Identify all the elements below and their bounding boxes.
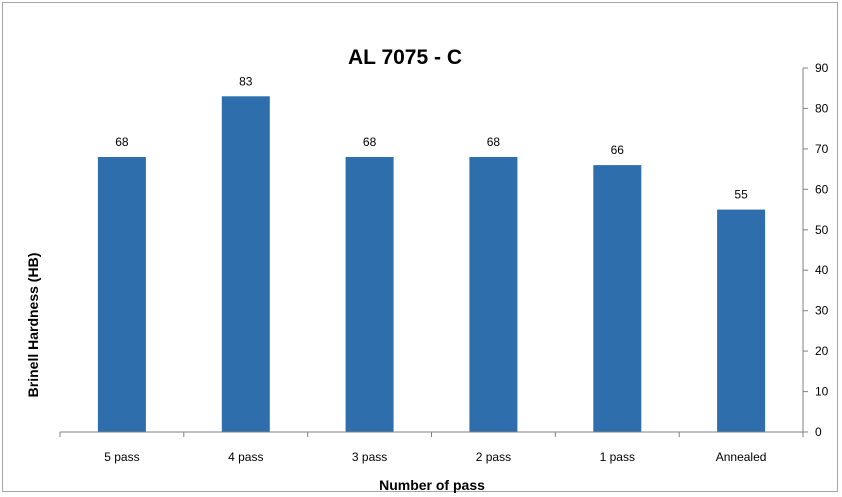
x-tick-label: 5 pass <box>104 450 139 464</box>
bar-4-pass <box>221 96 270 433</box>
x-axis-title: Number of pass <box>379 477 485 493</box>
bar-3-pass <box>345 157 394 432</box>
y-ticks-group: 0 10 20 30 40 50 60 70 80 90 <box>803 61 829 439</box>
bar-2-pass <box>469 157 518 432</box>
data-label: 55 <box>734 188 748 202</box>
x-tick-label: 3 pass <box>352 450 387 464</box>
x-tick-label: 1 pass <box>600 450 635 464</box>
bars-group <box>97 96 766 433</box>
y-tick-label: 80 <box>815 101 829 115</box>
data-label: 68 <box>115 135 129 149</box>
data-label: 66 <box>611 143 625 157</box>
y-tick-label: 20 <box>815 344 829 358</box>
y-tick-label: 50 <box>815 223 829 237</box>
x-tick-label: Annealed <box>716 450 767 464</box>
y-axis-title: Brinell Hardness (HB) <box>25 253 41 398</box>
data-labels-group: 68 83 68 68 66 55 <box>115 74 748 201</box>
y-tick-label: 70 <box>815 142 829 156</box>
y-tick-label: 90 <box>815 61 829 75</box>
x-ticks-group: 5 pass 4 pass 3 pass 2 pass 1 pass Annealed <box>59 432 804 464</box>
y-tick-label: 0 <box>815 425 822 439</box>
y-tick-label: 30 <box>815 304 829 318</box>
y-tick-label: 60 <box>815 182 829 196</box>
x-tick-label: 4 pass <box>228 450 263 464</box>
bar-5-pass <box>97 157 146 432</box>
data-label: 83 <box>239 74 253 88</box>
bar-1-pass <box>593 165 642 432</box>
chart-title: AL 7075 - C <box>348 46 462 69</box>
x-tick-label: 2 pass <box>476 450 511 464</box>
y-tick-label: 10 <box>815 385 829 399</box>
y-tick-label: 40 <box>815 263 829 277</box>
bar-annealed <box>717 209 766 432</box>
data-label: 68 <box>363 135 377 149</box>
data-label: 68 <box>487 135 501 149</box>
